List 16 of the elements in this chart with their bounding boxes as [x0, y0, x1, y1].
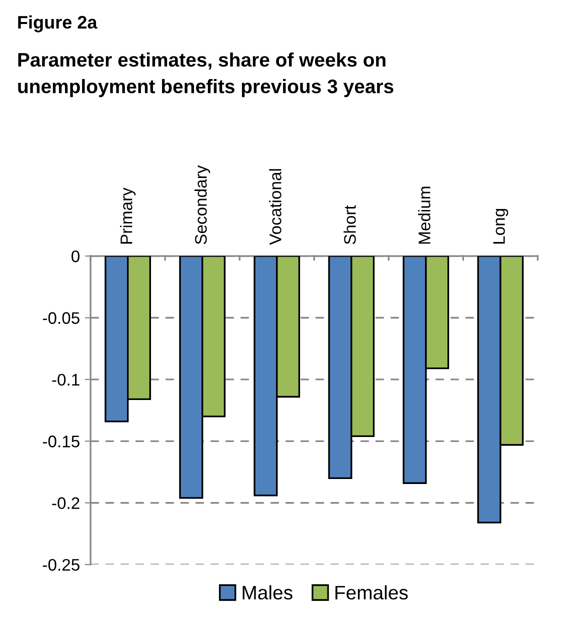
x-tick-label: Medium: [418, 186, 430, 244]
x-tick-label: Secondary: [194, 165, 210, 244]
y-tick-label: 0: [72, 250, 80, 262]
x-tick-label: Primary: [120, 188, 136, 244]
y-tick-label: -0.25: [42, 558, 80, 571]
y-tick-label: -0.1: [52, 374, 80, 386]
x-tick-label: Vocational: [269, 169, 282, 245]
x-tick-label: Long: [493, 208, 508, 244]
legend-label: Females: [335, 585, 408, 600]
chart-subtitle: Parameter estimates, share of weeks on unemployment benefits previous 3 years: [18, 52, 394, 98]
y-tick-label: -0.15: [42, 436, 80, 448]
y-tick-label: -0.2: [52, 497, 80, 510]
legend-label: Males: [242, 585, 292, 600]
y-tick-label: -0.05: [42, 312, 80, 324]
chart-title: Figure 2a: [18, 15, 98, 32]
x-tick-label: Short: [344, 205, 356, 244]
